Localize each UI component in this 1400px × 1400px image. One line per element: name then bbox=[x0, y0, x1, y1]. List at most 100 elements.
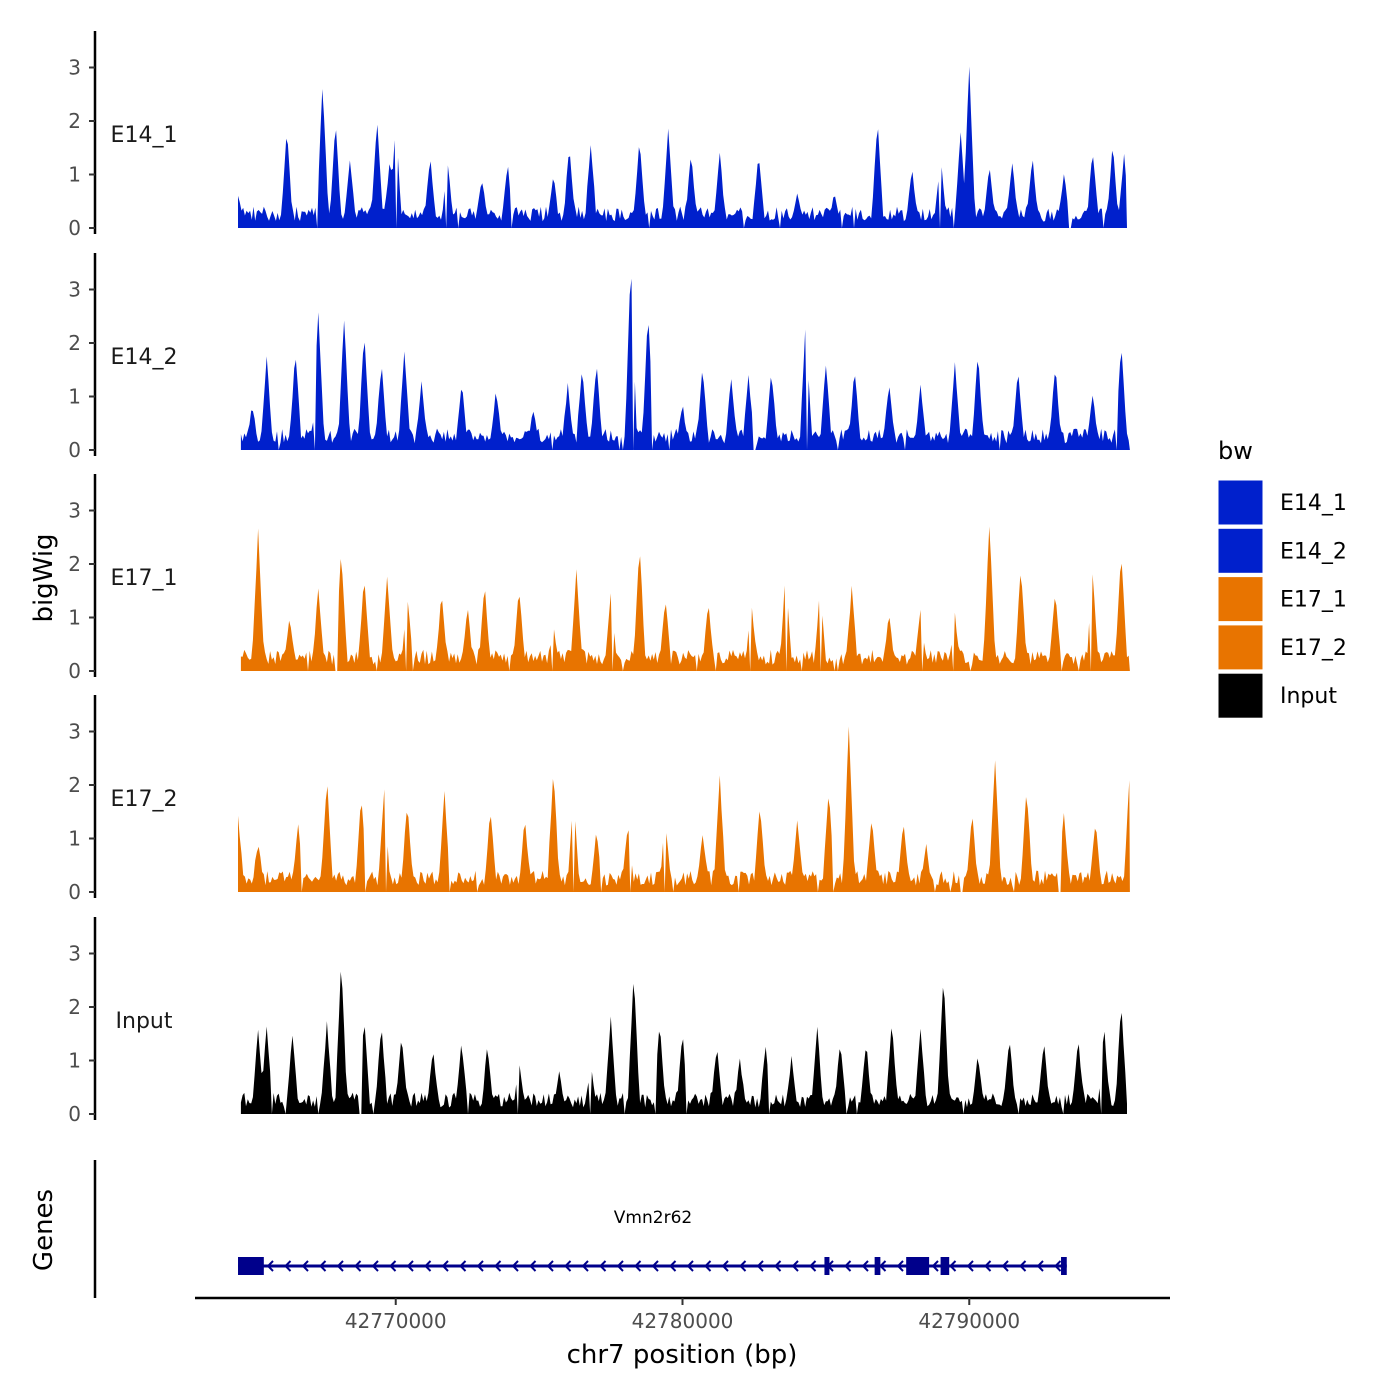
y-tick-label: 2 bbox=[68, 995, 81, 1019]
strand-arrow bbox=[774, 1260, 782, 1272]
strand-arrow bbox=[581, 1260, 589, 1272]
exon bbox=[906, 1257, 930, 1275]
strand-arrow bbox=[984, 1260, 992, 1272]
strand-arrow bbox=[634, 1260, 642, 1272]
signal-area-e17_2 bbox=[238, 726, 1130, 892]
y-tick-label: 0 bbox=[68, 438, 81, 462]
legend-label: E14_1 bbox=[1280, 491, 1347, 516]
exon bbox=[940, 1257, 950, 1275]
x-axis: 42770000 42780000 42790000 bbox=[195, 1296, 1170, 1333]
strand-arrow bbox=[966, 1260, 974, 1272]
strand-arrow bbox=[844, 1260, 852, 1272]
strand-arrow bbox=[406, 1260, 414, 1272]
strand-arrow bbox=[949, 1260, 957, 1272]
strand-arrow bbox=[1001, 1260, 1009, 1272]
legend-swatch-e17_2 bbox=[1217, 624, 1264, 671]
strand-arrow bbox=[721, 1260, 729, 1272]
strand-arrow bbox=[459, 1260, 467, 1272]
legend-title: bw bbox=[1218, 437, 1253, 465]
strand-arrow bbox=[686, 1260, 694, 1272]
strand-arrow bbox=[651, 1260, 659, 1272]
signal-area-e17_1 bbox=[240, 526, 1130, 671]
y-tick-label: 2 bbox=[68, 552, 81, 576]
exon bbox=[1061, 1257, 1067, 1275]
exon bbox=[824, 1257, 830, 1275]
strand-arrow bbox=[529, 1260, 537, 1272]
strand-arrow bbox=[476, 1260, 484, 1272]
y-tick-label: 3 bbox=[68, 720, 81, 744]
y-tick-label: 1 bbox=[68, 1049, 81, 1073]
y-tick-label: 1 bbox=[68, 385, 81, 409]
strand-arrow bbox=[301, 1260, 309, 1272]
gene-label: Vmn2r62 bbox=[614, 1208, 692, 1228]
y-tick-label: 1 bbox=[68, 606, 81, 630]
strand-arrow bbox=[861, 1260, 869, 1272]
track-e14_2: 0 1 2 3 E14_2 bbox=[68, 253, 1130, 462]
y-tick-label: 0 bbox=[68, 1102, 81, 1126]
strand-arrow bbox=[896, 1260, 904, 1272]
exon bbox=[874, 1257, 881, 1275]
y-tick-label: 3 bbox=[68, 278, 81, 302]
signal-area-input bbox=[240, 971, 1127, 1114]
track-input: 0 1 2 3 Input bbox=[68, 917, 1127, 1126]
track-label: E17_2 bbox=[111, 787, 178, 812]
strand-arrow bbox=[389, 1260, 397, 1272]
strand-arrow bbox=[441, 1260, 449, 1272]
signal-area-e14_2 bbox=[240, 278, 1130, 450]
y-tick-label: 3 bbox=[68, 942, 81, 966]
legend-swatch-e14_1 bbox=[1217, 479, 1264, 526]
strand-arrow bbox=[319, 1260, 327, 1272]
x-axis-title: chr7 position (bp) bbox=[567, 1340, 798, 1370]
strand-arrow bbox=[616, 1260, 624, 1272]
legend: bw E14_1 E14_2 E17_1 E17_2 Input bbox=[1217, 437, 1347, 719]
y-tick-label: 2 bbox=[68, 773, 81, 797]
y-tick-label: 0 bbox=[68, 216, 81, 240]
gene-track-title: Genes bbox=[29, 1189, 59, 1271]
legend-label: E17_2 bbox=[1280, 636, 1347, 661]
strand-arrow bbox=[931, 1260, 939, 1272]
signal-tracks: 0 1 2 3 E14_1 0 1 2 3 E14_2 0 1 2 3 E17_1 0 1 2 3 E17_2 0 1 2 3… bbox=[68, 31, 1130, 1126]
strand-arrow bbox=[809, 1260, 817, 1272]
strand-arrow bbox=[511, 1260, 519, 1272]
x-tick-label: 42790000 bbox=[918, 1309, 1020, 1333]
strand-arrow bbox=[494, 1260, 502, 1272]
track-label: E14_1 bbox=[111, 123, 178, 148]
strand-arrow bbox=[669, 1260, 677, 1272]
legend-label: E17_1 bbox=[1280, 588, 1347, 613]
strand-arrow bbox=[371, 1260, 379, 1272]
strand-arrow bbox=[879, 1260, 887, 1272]
legend-swatch-input bbox=[1217, 672, 1264, 719]
exon bbox=[238, 1257, 264, 1275]
strand-arrow bbox=[756, 1260, 764, 1272]
strand-arrow bbox=[564, 1260, 572, 1272]
track-e14_1: 0 1 2 3 E14_1 bbox=[68, 31, 1127, 240]
y-tick-label: 3 bbox=[68, 499, 81, 523]
track-e17_1: 0 1 2 3 E17_1 bbox=[68, 474, 1130, 683]
y-tick-label: 2 bbox=[68, 109, 81, 133]
strand-arrow bbox=[266, 1260, 274, 1272]
track-e17_2: 0 1 2 3 E17_2 bbox=[68, 695, 1130, 904]
track-label: Input bbox=[116, 1009, 173, 1034]
strand-arrow bbox=[1036, 1260, 1044, 1272]
strand-arrow bbox=[704, 1260, 712, 1272]
legend-label: E14_2 bbox=[1280, 539, 1347, 564]
legend-swatch-e14_2 bbox=[1217, 527, 1264, 574]
strand-arrow bbox=[336, 1260, 344, 1272]
y-tick-label: 1 bbox=[68, 827, 81, 851]
strand-arrow bbox=[1054, 1260, 1062, 1272]
track-label: E17_1 bbox=[111, 566, 178, 591]
strand-arrow bbox=[599, 1260, 607, 1272]
y-axis-title: bigWig bbox=[29, 533, 59, 622]
strand-arrow bbox=[284, 1260, 292, 1272]
y-tick-label: 0 bbox=[68, 659, 81, 683]
y-tick-label: 1 bbox=[68, 163, 81, 187]
signal-area-e14_1 bbox=[238, 66, 1127, 228]
track-label: E14_2 bbox=[111, 345, 178, 370]
strand-arrow bbox=[791, 1260, 799, 1272]
y-tick-label: 0 bbox=[68, 880, 81, 904]
strand-arrow bbox=[424, 1260, 432, 1272]
strand-arrow bbox=[354, 1260, 362, 1272]
x-tick-label: 42770000 bbox=[345, 1309, 447, 1333]
strand-arrow bbox=[546, 1260, 554, 1272]
